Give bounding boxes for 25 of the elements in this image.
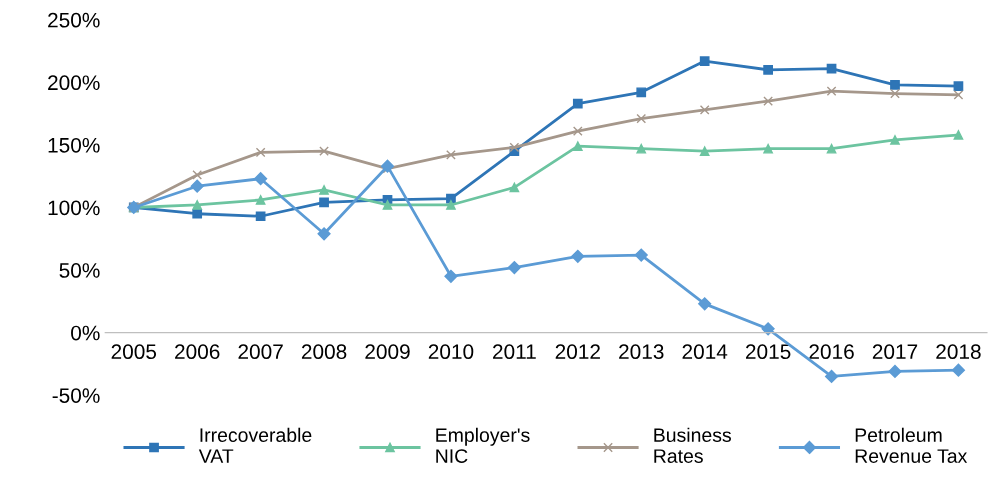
- legend-label: Irrecoverable VAT: [198, 427, 312, 463]
- x-tick-label: 2009: [365, 344, 410, 360]
- y-tick-label: 150%: [48, 137, 100, 153]
- legend-label: Business Rates: [654, 427, 731, 463]
- x-tick-label: 2011: [493, 344, 536, 360]
- x-tick-label: 2007: [238, 344, 283, 360]
- y-tick-label: 0%: [71, 325, 100, 341]
- x-tick-label: 2013: [619, 344, 664, 360]
- x-tick-label: 2015: [745, 344, 791, 360]
- x-tick-label: 2010: [428, 344, 474, 360]
- x-tick-label: 2018: [936, 344, 981, 360]
- x-tick-label: 2014: [682, 344, 728, 360]
- y-tick-label: 250%: [48, 12, 100, 28]
- x-tick-label: 2006: [175, 344, 220, 360]
- y-tick-label: 100%: [48, 200, 100, 216]
- x-tick-label: 2017: [872, 344, 918, 360]
- y-tick-label: -50%: [52, 388, 100, 403]
- x-tick-label: 2005: [111, 344, 157, 360]
- legend-label: Employer's NIC: [436, 427, 530, 463]
- y-tick-label: 200%: [48, 75, 100, 91]
- y-tick-label: 50%: [59, 263, 100, 278]
- x-tick-label: 2008: [301, 344, 347, 360]
- x-tick-label: 2012: [555, 344, 600, 360]
- x-tick-label: 2016: [809, 344, 854, 360]
- legend-label: Petroleum Revenue Tax: [855, 427, 968, 463]
